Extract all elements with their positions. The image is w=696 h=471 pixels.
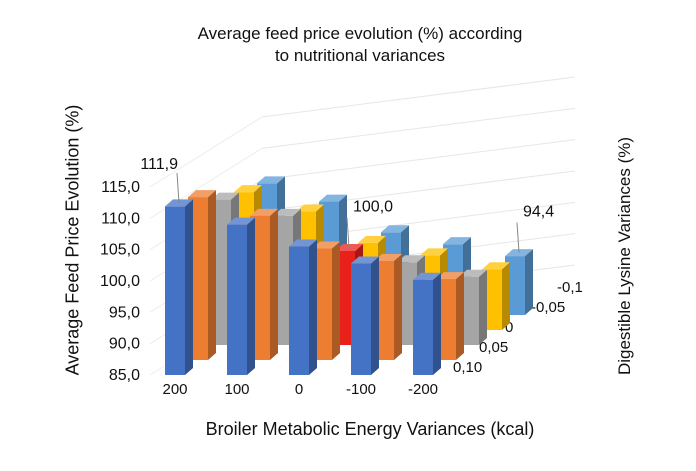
bar-side: [394, 253, 402, 360]
data-label: 100,0: [353, 199, 393, 216]
bar-top: [443, 237, 471, 245]
y-tick-label: 100,0: [100, 273, 140, 290]
bar-top: [211, 192, 239, 200]
bar: [227, 224, 247, 375]
depth-tick-label: 0,10: [453, 359, 482, 376]
gridline: [261, 107, 576, 149]
chart-title-line-2: to nutritional variances: [274, 46, 446, 65]
bar-top: [459, 269, 487, 277]
bar-top: [227, 217, 255, 225]
data-label-leader: [346, 217, 350, 248]
y-tick-label: 110,0: [101, 210, 140, 227]
data-label-leader: [176, 172, 180, 203]
depth-axis-title: Digestible Lysine Variances (%): [615, 136, 634, 376]
y-axis-title: Average Feed Price Evolution (%): [62, 104, 83, 376]
bar-side: [208, 190, 216, 360]
bar-side: [371, 256, 379, 375]
bar-top: [374, 253, 402, 261]
bar-top: [413, 272, 441, 280]
bar-side: [456, 272, 464, 360]
bar-top: [381, 225, 409, 233]
x-tick-label: -200: [408, 381, 438, 398]
bar-top: [289, 239, 317, 247]
bar-top: [358, 235, 386, 243]
x-tick-label: -100: [346, 381, 376, 398]
data-label-leader: [516, 222, 520, 253]
y-tick-label: 95,0: [109, 304, 140, 321]
bar-side: [332, 241, 340, 360]
data-label: 111,9: [140, 156, 178, 173]
bar-top: [250, 208, 278, 216]
chart-title-line-1: Average feed price evolution (%) accordi…: [197, 24, 523, 43]
depth-tick-label: -0,1: [557, 279, 583, 296]
bar-top: [319, 194, 347, 202]
x-tick-label: 0: [295, 381, 303, 398]
y-tick-label: 115,0: [101, 179, 140, 196]
bar-side: [433, 272, 441, 375]
bar-side: [479, 269, 487, 345]
bar-side: [185, 199, 193, 375]
bar-side: [525, 249, 533, 315]
bar-top: [436, 272, 464, 280]
bar-top: [257, 176, 285, 184]
bar-top: [420, 248, 448, 256]
depth-tick-label: 0,05: [479, 339, 508, 356]
data-label: 94,4: [523, 204, 554, 221]
bar: [351, 263, 371, 375]
bar-top: [296, 204, 324, 212]
bar: [289, 246, 309, 375]
bar-top: [273, 208, 301, 216]
bar-top: [188, 190, 216, 198]
bar-side: [502, 262, 510, 330]
bar-top: [312, 241, 340, 249]
bar: [413, 279, 433, 375]
bar-top: [482, 262, 510, 270]
depth-tick-label: -0,05: [531, 299, 565, 316]
y-tick-label: 105,0: [100, 242, 140, 259]
side-gridline: [149, 116, 263, 188]
gridline: [261, 170, 576, 212]
bar-side: [270, 208, 278, 360]
y-tick-label: 90,0: [109, 336, 140, 353]
x-axis-title: Broiler Metabolic Energy Variances (kcal…: [205, 419, 535, 439]
bar-top: [397, 255, 425, 263]
gridline: [261, 76, 576, 118]
depth-tick-label: 0: [505, 319, 513, 336]
bar-top: [234, 185, 262, 193]
bar-top: [351, 256, 379, 264]
x-tick-label: 100: [224, 381, 249, 398]
gridline: [261, 139, 576, 181]
bar: [165, 206, 185, 375]
bar-side: [247, 217, 255, 375]
x-tick-label: 200: [162, 381, 187, 398]
bar-side: [309, 239, 317, 375]
y-tick-label: 85,0: [109, 367, 140, 384]
